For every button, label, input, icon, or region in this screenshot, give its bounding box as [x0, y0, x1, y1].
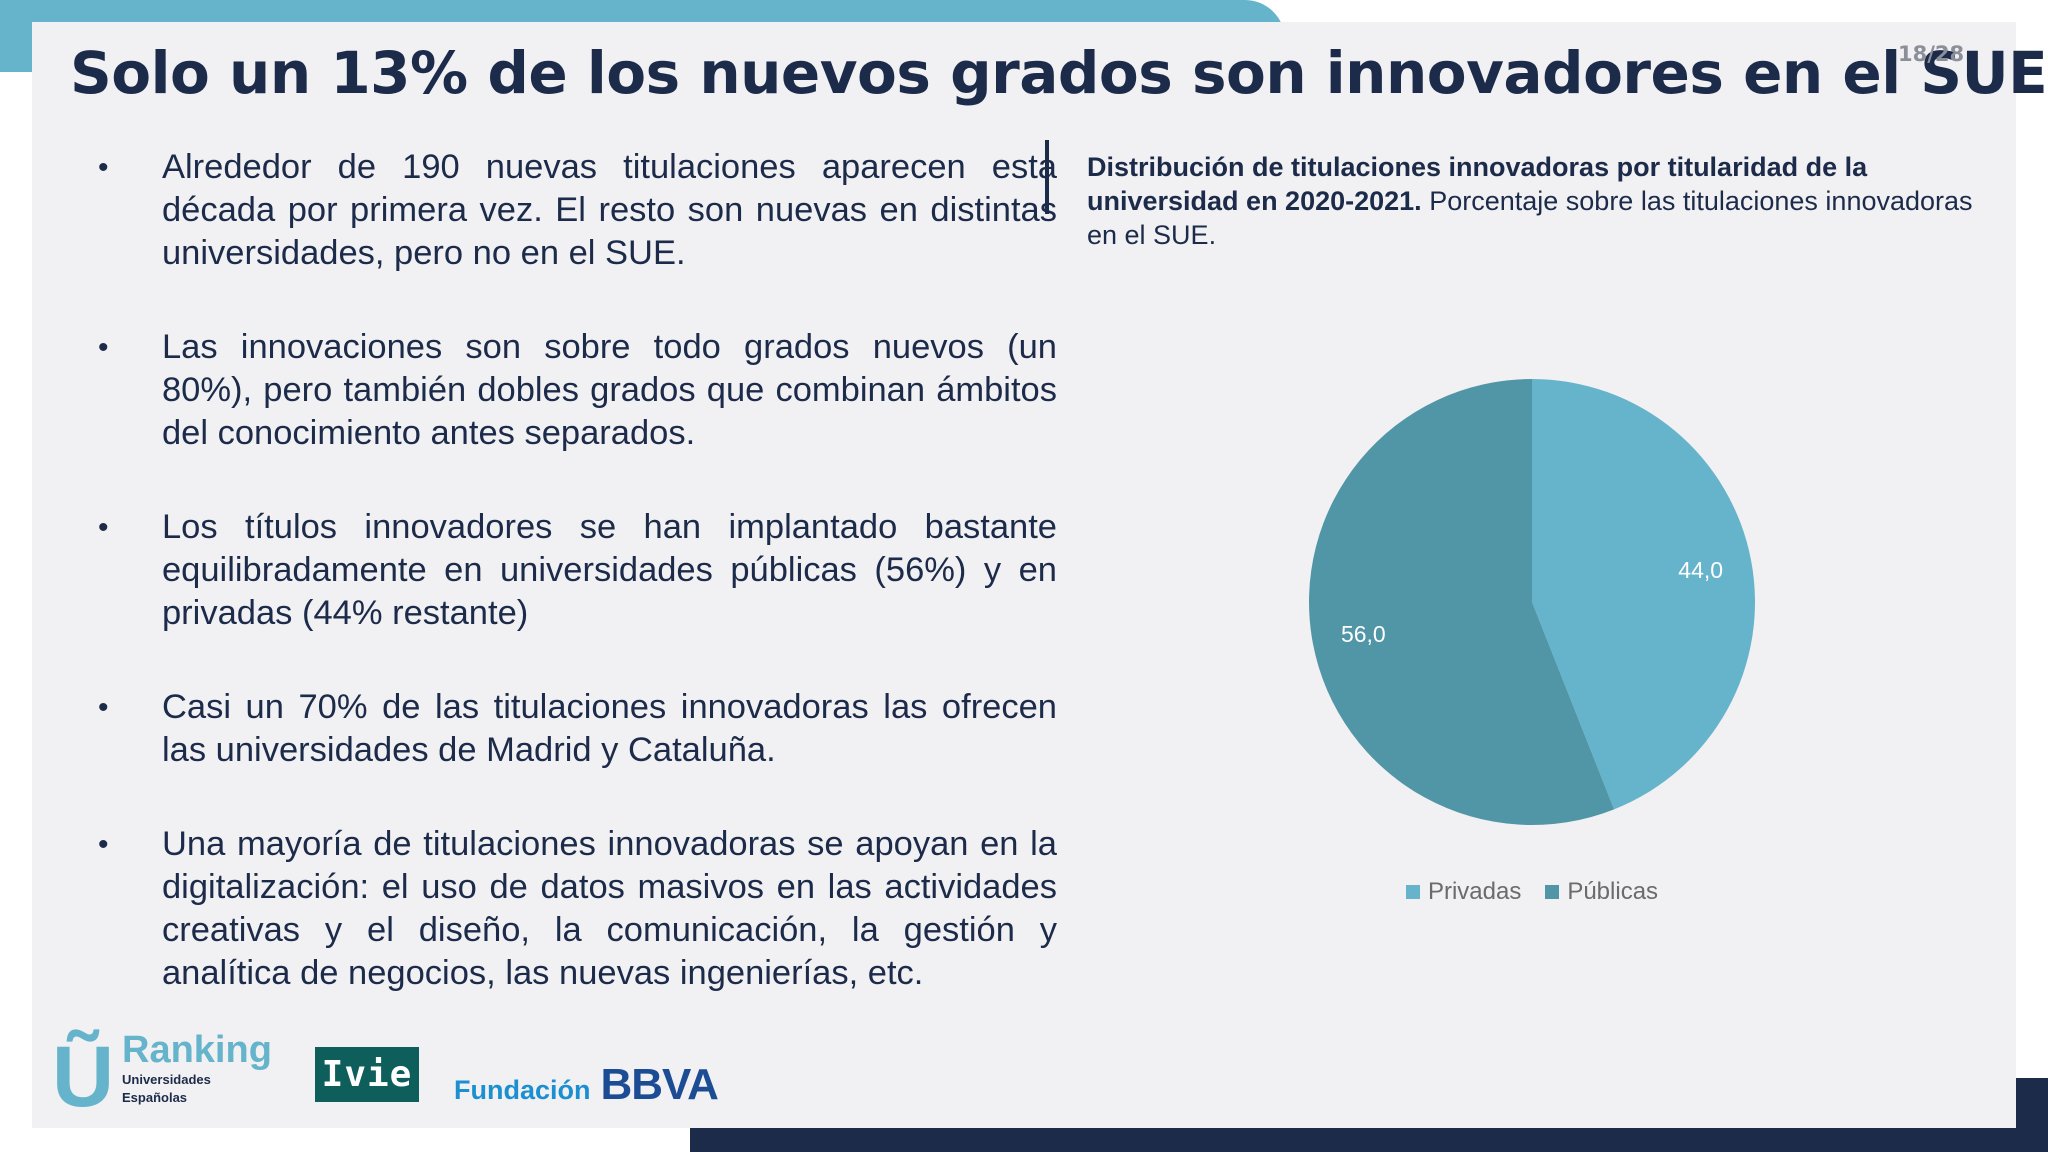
- bullet-item: Una mayoría de titulaciones innovadoras …: [62, 823, 1057, 995]
- legend-item-publicas: Públicas: [1545, 878, 1658, 906]
- legend-swatch-publicas: [1545, 885, 1560, 899]
- chart-heading: Distribución de titulaciones innovadoras…: [1087, 150, 1977, 252]
- ranking-logo-line1: Universidades: [122, 1072, 211, 1087]
- legend-label-publicas: Públicas: [1567, 878, 1659, 905]
- legend-label-privadas: Privadas: [1427, 878, 1522, 905]
- slide: Solo un 13% de los nuevos grados son inn…: [32, 22, 2048, 1128]
- bullet-item: Los títulos innovadores se han implantad…: [62, 506, 1057, 635]
- page-number: 18/28: [1898, 42, 1965, 66]
- fundacion-label: Fundación: [454, 1075, 591, 1105]
- ranking-logo-mark: Ũ: [52, 1029, 114, 1114]
- pie-slices: [1309, 379, 1755, 825]
- pie-chart: 44,0 56,0: [1309, 379, 1755, 825]
- pie-data-labels: 44,0 56,0: [1341, 557, 1723, 647]
- slide-title: Solo un 13% de los nuevos grados son inn…: [70, 39, 2048, 107]
- pie-slice-publicas: [1309, 379, 1615, 825]
- legend-item-privadas: Privadas: [1405, 878, 1522, 906]
- ranking-logo-name: Ranking: [122, 1029, 272, 1071]
- pie-data-label: 56,0: [1341, 621, 1386, 647]
- chart-subtitle: Porcentaje sobre las titulaciones innova…: [1087, 186, 1973, 250]
- chart-legend: Privadas Públicas: [1087, 878, 1977, 906]
- bullet-item: Alrededor de 190 nuevas titulaciones apa…: [62, 146, 1057, 275]
- bbva-wordmark: BBVA: [600, 1060, 719, 1109]
- ranking-logo: Ũ Ranking Universidades Españolas: [52, 1029, 272, 1114]
- pie-data-label: 44,0: [1678, 557, 1723, 583]
- ivie-logo: Ivie: [315, 1047, 419, 1102]
- vertical-divider: [1045, 140, 1049, 214]
- pie-slice-privadas: [1532, 379, 1755, 810]
- fundacion-bbva-logo: Fundación BBVA: [454, 1060, 719, 1110]
- legend-swatch-privadas: [1405, 885, 1420, 899]
- bullet-item: Casi un 70% de las titulaciones innovado…: [62, 686, 1057, 772]
- chart-title: Distribución de titulaciones innovadoras…: [1087, 152, 1868, 216]
- bullet-list: Alrededor de 190 nuevas titulaciones apa…: [62, 146, 1057, 1046]
- ranking-logo-line2: Españolas: [122, 1090, 187, 1105]
- bullet-item: Las innovaciones son sobre todo grados n…: [62, 326, 1057, 455]
